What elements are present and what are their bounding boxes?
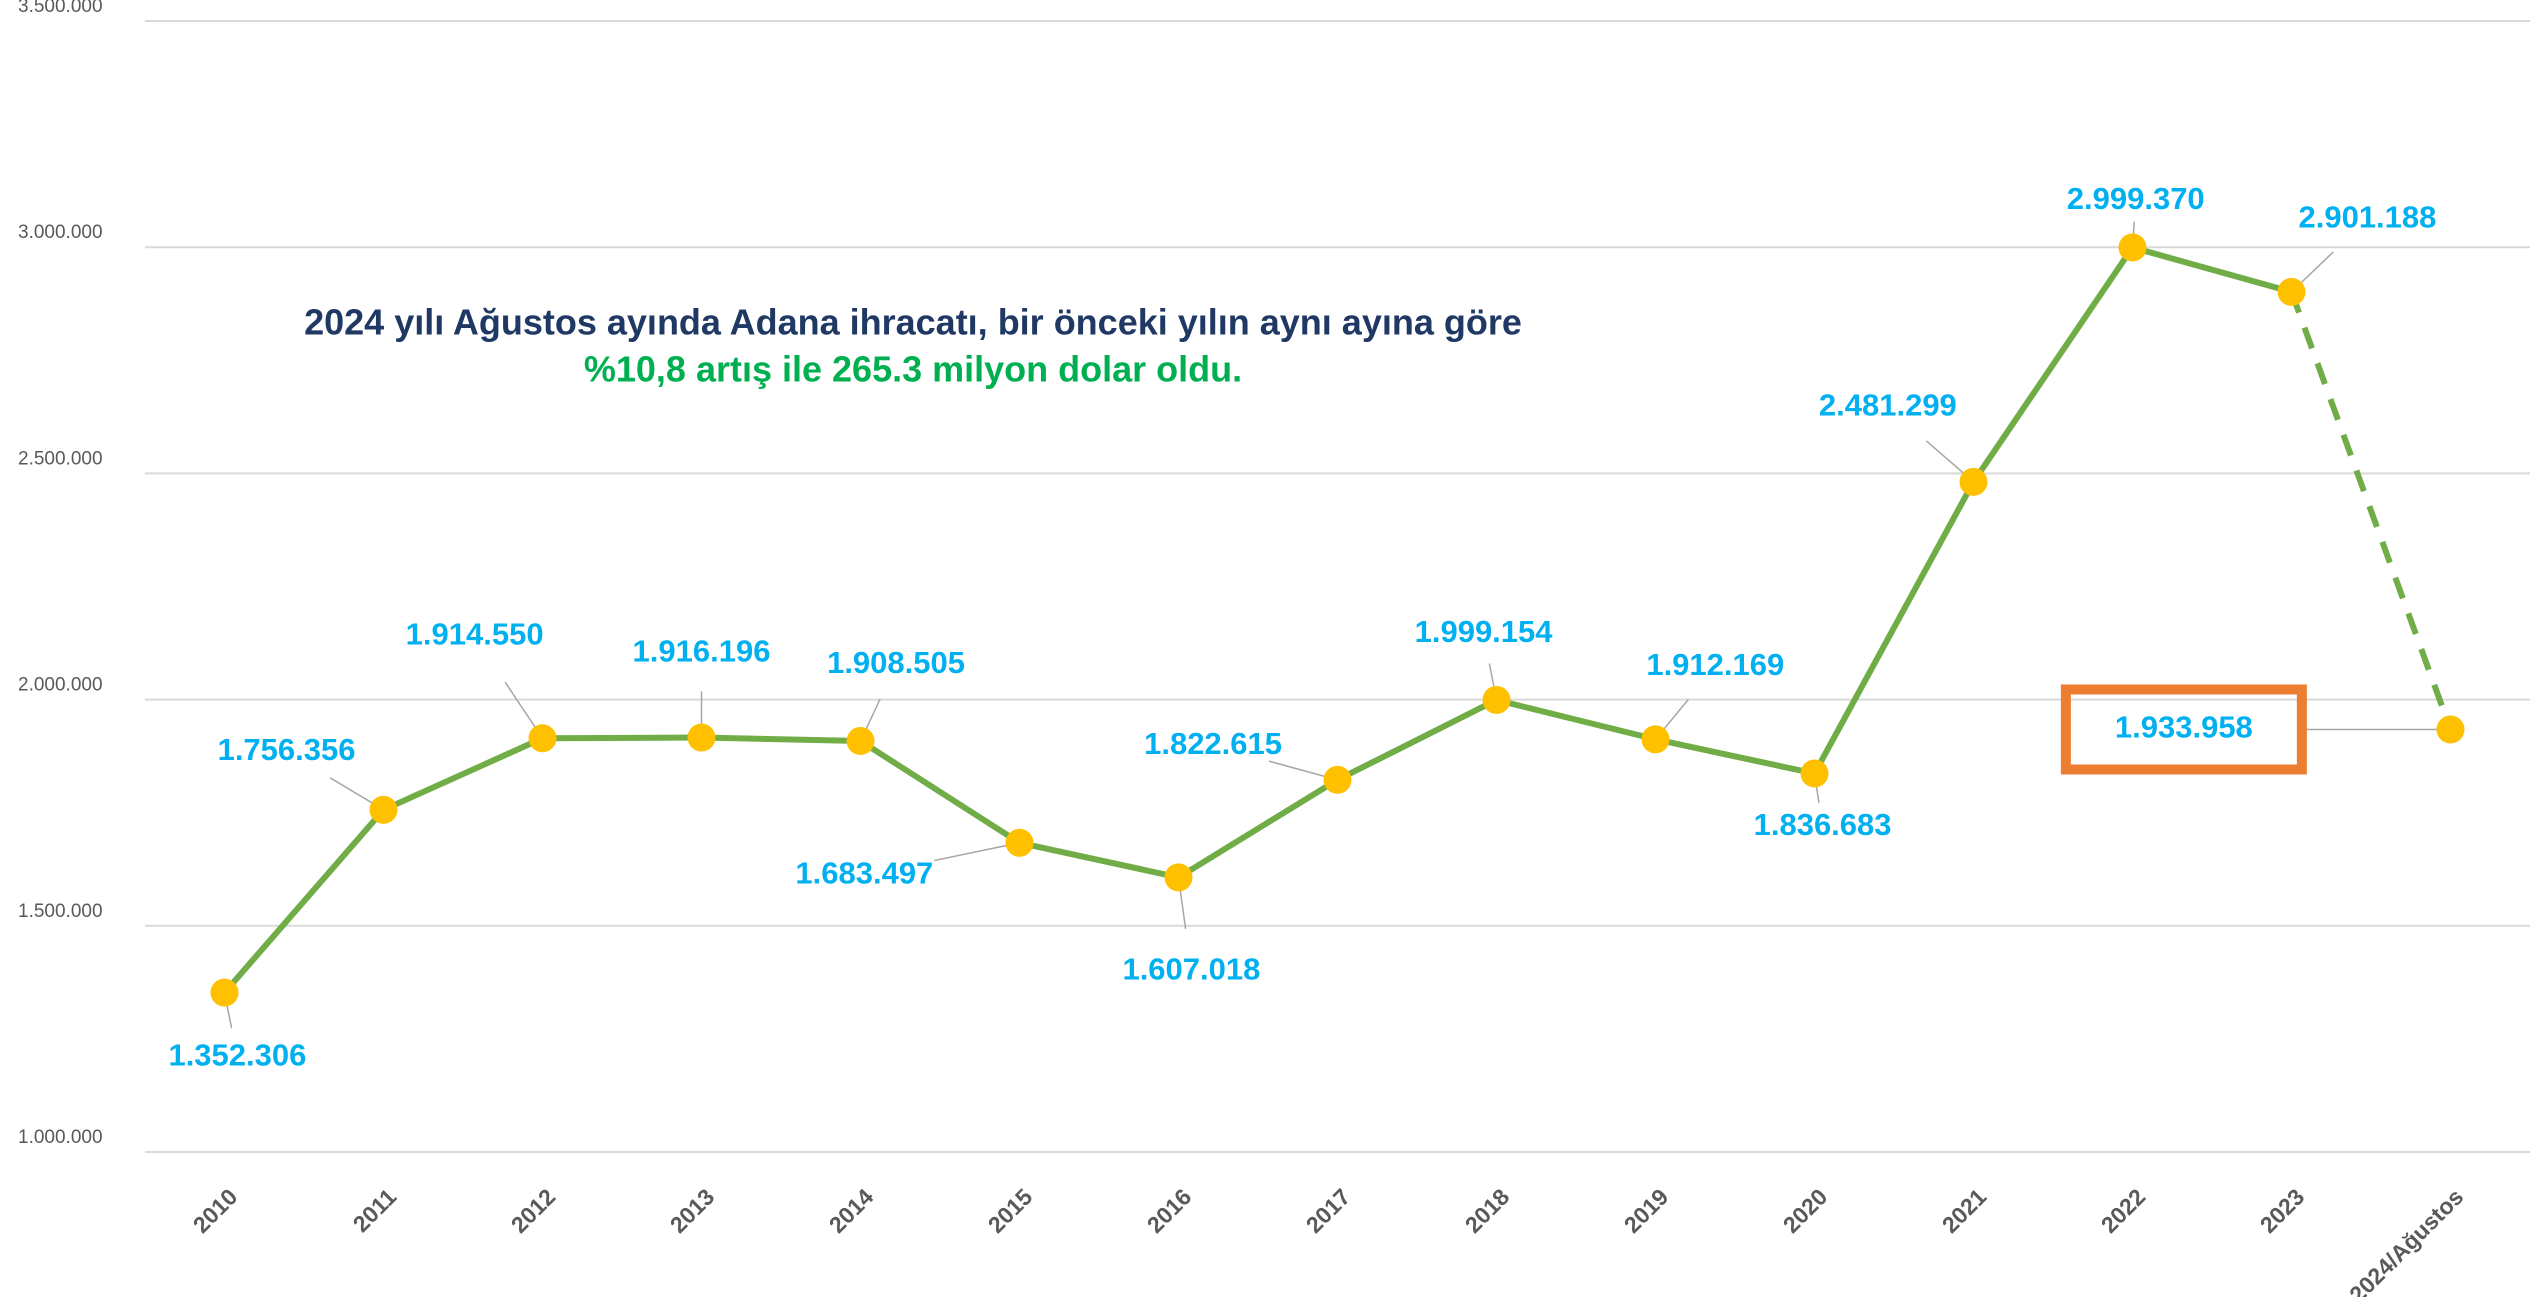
x-tick-label: 2014 bbox=[824, 1183, 879, 1238]
line bbox=[222, 244, 2293, 995]
marker bbox=[1164, 863, 1193, 892]
y-tick-label: 2.500.000 bbox=[18, 448, 103, 469]
x-tick-label: 2018 bbox=[1460, 1183, 1515, 1238]
marker bbox=[1959, 467, 1988, 496]
x-tick-label: 2012 bbox=[506, 1183, 561, 1238]
x-tick-label: 2010 bbox=[188, 1183, 243, 1238]
marker bbox=[1482, 685, 1511, 714]
value-label: 1.916.196 bbox=[633, 634, 771, 669]
marker bbox=[846, 726, 875, 755]
leader-line bbox=[934, 842, 1020, 862]
annotation: 2024 yılı Ağustos ayında Adana ihracatı,… bbox=[304, 302, 1522, 343]
value-label: 1.822.615 bbox=[1144, 726, 1282, 761]
value-label: 2.999.370 bbox=[2067, 181, 2205, 216]
marker bbox=[1005, 828, 1034, 857]
x-tick-label: 2013 bbox=[665, 1183, 720, 1238]
x-tick-label: 2019 bbox=[1619, 1183, 1674, 1238]
marker bbox=[2118, 233, 2147, 262]
value-label: 1.933.958 bbox=[2115, 710, 2253, 745]
value-label: 1.836.683 bbox=[1754, 807, 1892, 842]
x-tick-label: 2017 bbox=[1301, 1183, 1356, 1238]
value-label: 1.352.306 bbox=[168, 1037, 306, 1072]
value-label: 1.607.018 bbox=[1122, 951, 1260, 986]
marker bbox=[2436, 715, 2465, 744]
marker bbox=[1641, 725, 1670, 754]
value-label: 1.908.505 bbox=[827, 645, 965, 680]
value-label: 1.756.356 bbox=[218, 732, 356, 767]
x-tick-label: 2024/Ağustos bbox=[2344, 1183, 2468, 1297]
value-label: 2.901.188 bbox=[2298, 199, 2436, 234]
value-label: 1.683.497 bbox=[795, 855, 933, 890]
value-label: 1.914.550 bbox=[406, 617, 544, 652]
x-tick-label: 2023 bbox=[2255, 1183, 2310, 1238]
y-tick-label: 3.500.000 bbox=[18, 0, 103, 17]
x-tick-label: 2022 bbox=[2096, 1183, 2151, 1238]
marker bbox=[1323, 765, 1352, 794]
value-label: 2.481.299 bbox=[1819, 388, 1957, 423]
x-tick-label: 2015 bbox=[983, 1183, 1038, 1238]
highlight-box bbox=[2060, 684, 2307, 775]
x-tick-label: 2011 bbox=[348, 1183, 402, 1237]
value-label: 1.999.154 bbox=[1415, 614, 1554, 649]
marker bbox=[210, 978, 239, 1007]
y-tick-label: 1.000.000 bbox=[18, 1127, 103, 1148]
x-tick-label: 2021 bbox=[1937, 1183, 1992, 1238]
x-tick-label: 2016 bbox=[1142, 1183, 1197, 1238]
marker bbox=[2277, 277, 2306, 306]
x-tick-label: 2020 bbox=[1778, 1183, 1833, 1238]
y-tick-label: 3.000.000 bbox=[18, 222, 103, 243]
annotation: %10,8 artış ile 265.3 milyon dolar oldu. bbox=[584, 349, 1242, 390]
marker bbox=[687, 723, 716, 752]
marker bbox=[528, 724, 557, 753]
dashed-segment bbox=[2288, 290, 2454, 731]
marker bbox=[369, 795, 398, 824]
value-label: 1.912.169 bbox=[1646, 647, 1784, 682]
y-tick-label: 2.000.000 bbox=[18, 675, 103, 696]
y-tick-label: 1.500.000 bbox=[18, 901, 103, 922]
marker bbox=[1800, 759, 1829, 788]
